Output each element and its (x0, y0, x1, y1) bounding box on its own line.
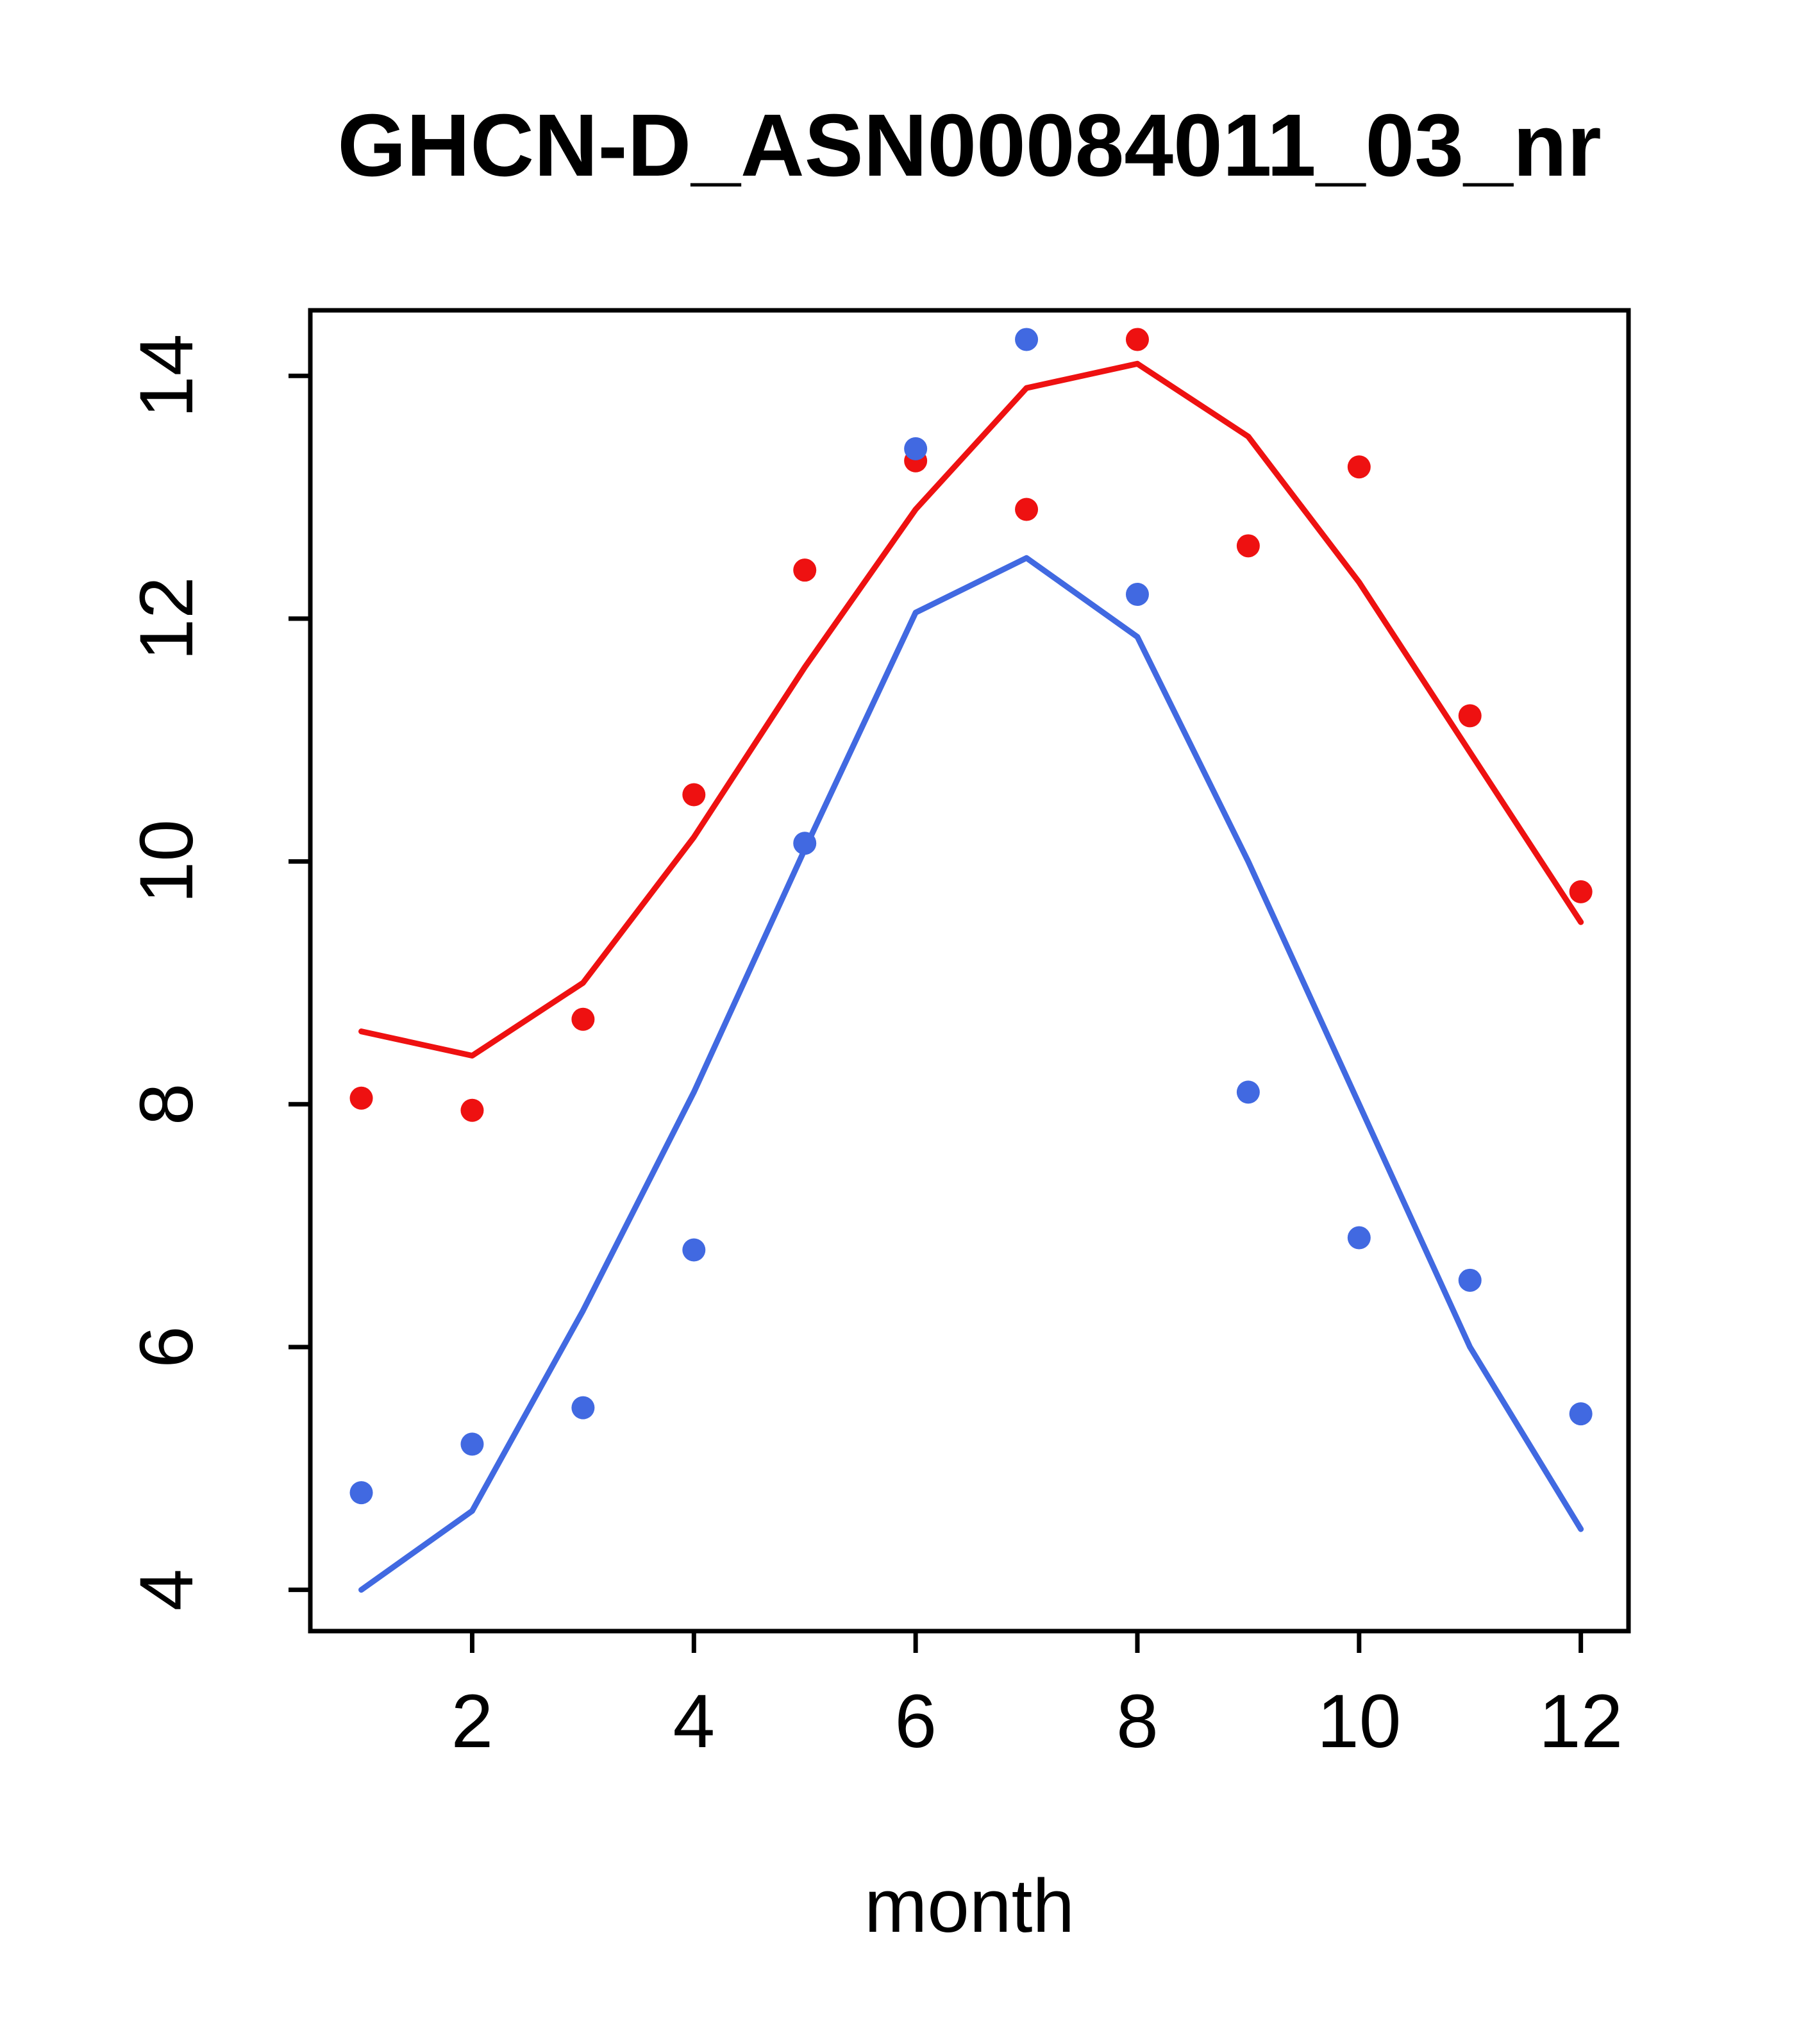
data-point (1015, 328, 1039, 351)
data-point (1015, 498, 1039, 521)
data-point (1569, 1402, 1593, 1426)
data-point (349, 1086, 373, 1110)
data-point (571, 1007, 595, 1031)
series-blue-points (349, 328, 1593, 1505)
data-point (904, 437, 928, 460)
y-tick-label: 6 (124, 1326, 209, 1368)
y-tick-label: 4 (124, 1569, 209, 1611)
data-point (1458, 1268, 1482, 1292)
y-tick-label: 12 (124, 576, 209, 660)
data-point (1125, 583, 1149, 607)
data-point (349, 1481, 373, 1505)
x-tick-label: 10 (1317, 1679, 1401, 1764)
x-axis: 2 4 6 8 10 12 (451, 1631, 1623, 1764)
series-red-line (358, 360, 1584, 1059)
series-red-points (349, 328, 1593, 1122)
series-blue-line (358, 555, 1584, 1593)
y-tick-label: 10 (124, 819, 209, 903)
x-tick-label: 12 (1539, 1679, 1623, 1764)
data-point (1458, 704, 1482, 728)
data-point (793, 558, 817, 582)
y-axis: 4 6 8 10 12 14 (124, 334, 310, 1611)
x-tick-label: 6 (894, 1679, 937, 1764)
x-axis-label: month (864, 1864, 1075, 1948)
data-point (1347, 1226, 1371, 1250)
x-tick-label: 4 (673, 1679, 715, 1764)
plot-box (308, 308, 1631, 1634)
data-point (682, 1238, 706, 1262)
data-point (571, 1396, 595, 1420)
data-point (460, 1432, 484, 1456)
chart-title: GHCN-D_ASN00084011_03_nr (337, 96, 1602, 195)
x-tick-label: 2 (451, 1679, 494, 1764)
data-point (1569, 880, 1593, 903)
y-tick-label: 8 (124, 1083, 209, 1125)
y-tick-label: 14 (124, 334, 209, 418)
data-point (1125, 328, 1149, 351)
data-point (682, 783, 706, 807)
data-point (1236, 1080, 1260, 1104)
data-point (1236, 534, 1260, 558)
x-tick-label: 8 (1116, 1679, 1159, 1764)
data-point (460, 1098, 484, 1122)
data-point (1347, 455, 1371, 479)
data-point (793, 832, 817, 855)
